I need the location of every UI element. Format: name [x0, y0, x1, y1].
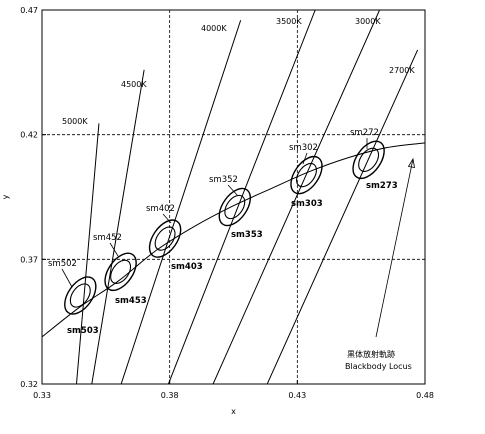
- ellipse-sm503: [69, 283, 91, 308]
- leader-sm352: [227, 184, 239, 197]
- ellipse-sm303: [296, 162, 317, 188]
- sm-region-sm503: [64, 276, 97, 315]
- isotherm-line-2700k: [266, 49, 419, 384]
- label-sm302: sm302: [289, 143, 318, 153]
- leader-sm402: [162, 213, 172, 224]
- isotherm-line-4500k: [91, 69, 145, 384]
- label-sm452: sm452: [93, 233, 122, 243]
- x-tick-label-2: 0.43: [288, 391, 306, 400]
- ellipse-sm502: [64, 276, 97, 315]
- ellipse-sm302: [290, 155, 323, 195]
- dashed-gridlines: [42, 10, 425, 384]
- label-sm303: sm303: [291, 199, 323, 209]
- isotherm-label-5000k: 5000K: [62, 117, 88, 126]
- label-sm402: sm402: [146, 204, 175, 214]
- ellipse-sm402: [148, 219, 182, 258]
- axis-ticks: 0.33 0.38 0.43 0.48 0.32 0.37 0.42 0.47: [20, 6, 434, 400]
- blackbody-locus-label-jp: 黒体放射軌跡: [347, 349, 395, 359]
- label-sm453: sm453: [115, 296, 147, 306]
- sm-region-sm453: [104, 252, 137, 292]
- isotherm-line-5000k: [75, 123, 100, 384]
- x-tick-label-3: 0.48: [416, 391, 434, 400]
- y-tick-label-0: 0.32: [20, 380, 38, 389]
- ellipse-sm353: [224, 194, 246, 220]
- label-sm403: sm403: [171, 262, 203, 272]
- isotherm-line-3500k: [167, 10, 316, 384]
- ellipse-sm272: [352, 140, 385, 180]
- y-tick-label-1: 0.37: [20, 255, 38, 264]
- label-sm273: sm273: [366, 181, 398, 191]
- text-labels: x y 黒体放射軌跡 Blackbody Locus 5000K 4500K 400…: [1, 17, 415, 416]
- y-axis-label: y: [1, 194, 10, 199]
- label-sm353: sm353: [231, 230, 263, 240]
- isotherm-line-4000k: [120, 20, 242, 384]
- x-axis-label: x: [231, 407, 236, 416]
- blackbody-locus-arrow: [375, 158, 414, 338]
- ellipse-sm403: [154, 226, 176, 251]
- ellipse-sm453: [110, 259, 132, 284]
- ellipse-sm273: [358, 147, 380, 172]
- isotherm-lines: [75, 10, 419, 384]
- x-tick-label-0: 0.33: [33, 391, 51, 400]
- leader-sm302: [302, 152, 308, 165]
- isotherm-line-3000k: [212, 10, 381, 384]
- label-sm272: sm272: [350, 128, 379, 138]
- sm-regions: [61, 138, 385, 315]
- label-sm503: sm503: [67, 326, 99, 336]
- y-tick-label-2: 0.42: [20, 131, 38, 140]
- isotherm-label-2700k: 2700K: [389, 66, 415, 75]
- isotherm-label-3000k: 3000K: [355, 17, 381, 26]
- sm-region-sm303: [290, 155, 323, 195]
- isotherm-label-3500k: 3500K: [276, 17, 302, 26]
- blackbody-locus-arrowhead: [407, 157, 415, 168]
- plot-border: [41, 9, 426, 385]
- isotherm-label-4500k: 4500K: [121, 80, 147, 89]
- blackbody-locus-label-en: Blackbody Locus: [345, 362, 412, 371]
- label-sm352: sm352: [209, 175, 238, 185]
- sm-region-sm273: [352, 140, 385, 180]
- sm-region-sm403: [148, 219, 182, 258]
- label-sm502: sm502: [48, 259, 77, 269]
- leader-sm452: [109, 242, 119, 257]
- plot-frame: [41, 9, 426, 385]
- sm-region-sm353: [218, 187, 252, 227]
- y-tick-label-3: 0.47: [20, 6, 38, 15]
- isotherm-label-4000k: 4000K: [201, 24, 227, 33]
- ellipse-sm452: [104, 252, 137, 292]
- ellipse-sm352: [218, 187, 252, 227]
- x-tick-label-1: 0.38: [161, 391, 179, 400]
- leader-sm502: [61, 268, 73, 288]
